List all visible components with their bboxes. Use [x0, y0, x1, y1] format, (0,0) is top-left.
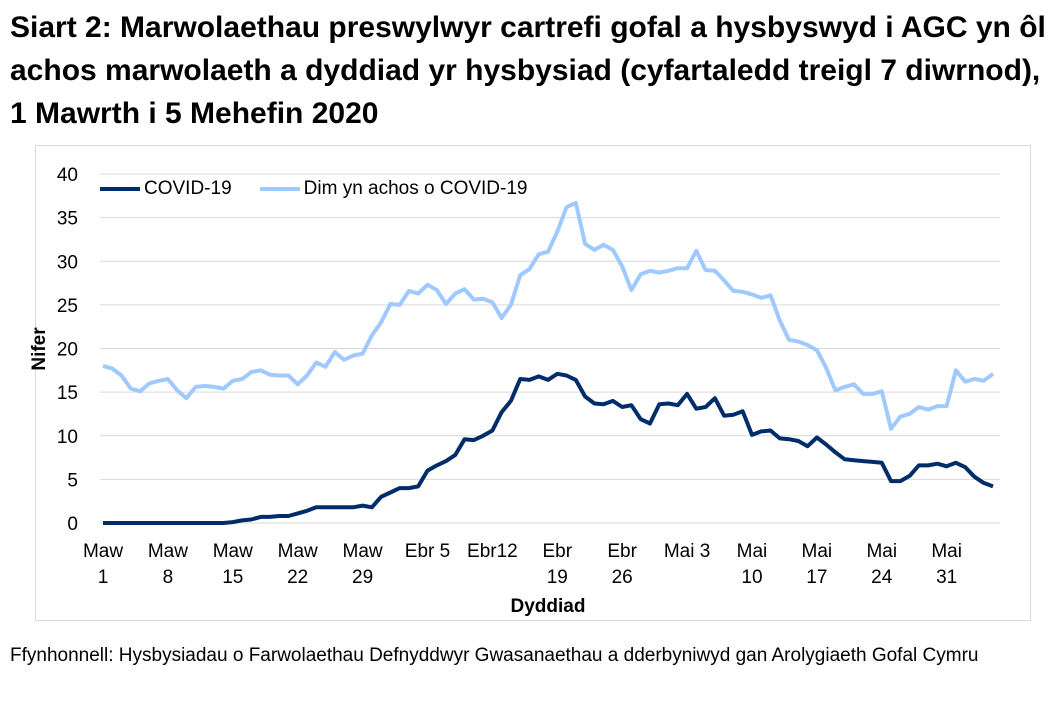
y-axis-title: Nifer [29, 327, 50, 371]
legend-label-covid: COVID-19 [144, 178, 232, 199]
series-line-non-covid [102, 200, 995, 431]
legend-item-covid: COVID-19 [100, 178, 232, 200]
x-axis-title: Dyddiad [511, 596, 586, 617]
x-tick-label: Mai 3 [664, 541, 710, 562]
legend-swatch-non-covid [259, 187, 300, 191]
x-tick-label: Mai 10 [737, 541, 768, 588]
x-tick-label: Mai 17 [802, 541, 833, 588]
chart-title: Siart 2: Marwolaethau preswylwyr cartref… [10, 11, 1046, 130]
x-tick-label: Mai 24 [866, 541, 897, 588]
y-tick-label: 30 [57, 252, 78, 273]
x-tick-label: Ebr12 [467, 541, 518, 562]
x-tick-label: Ebr 19 [542, 541, 572, 588]
y-tick-label: 35 [57, 209, 78, 230]
x-tick-label: Ebr 26 [607, 541, 637, 588]
y-tick-label: 10 [57, 427, 78, 448]
x-tick-label: Maw 1 [83, 541, 123, 588]
x-tick-label: Maw 15 [213, 541, 253, 588]
legend-swatch-covid [100, 187, 140, 191]
x-tick-label: Mai 31 [931, 541, 962, 588]
source-note: Ffynhonnell: Hysbysiadau o Farwolaethau … [10, 645, 979, 666]
chart-frame [35, 145, 1031, 621]
y-tick-label: 25 [57, 296, 78, 317]
legend-item-non-covid: Dim yn achos o COVID-19 [259, 178, 528, 200]
legend: COVID-19 Dim yn achos o COVID-19 [100, 178, 528, 200]
y-tick-label: 15 [57, 383, 78, 404]
x-tick-label: Maw 8 [148, 541, 188, 588]
series-line-covid [103, 371, 994, 525]
y-tick-label: 0 [67, 514, 78, 535]
y-tick-label: 40 [57, 165, 78, 186]
y-tick-label: 5 [67, 470, 78, 491]
x-tick-label: Maw 22 [278, 541, 318, 588]
legend-label-non-covid: Dim yn achos o COVID-19 [303, 178, 528, 199]
x-tick-label: Ebr 5 [405, 541, 450, 562]
x-tick-label: Maw 29 [343, 541, 383, 588]
y-tick-label: 20 [57, 340, 78, 361]
